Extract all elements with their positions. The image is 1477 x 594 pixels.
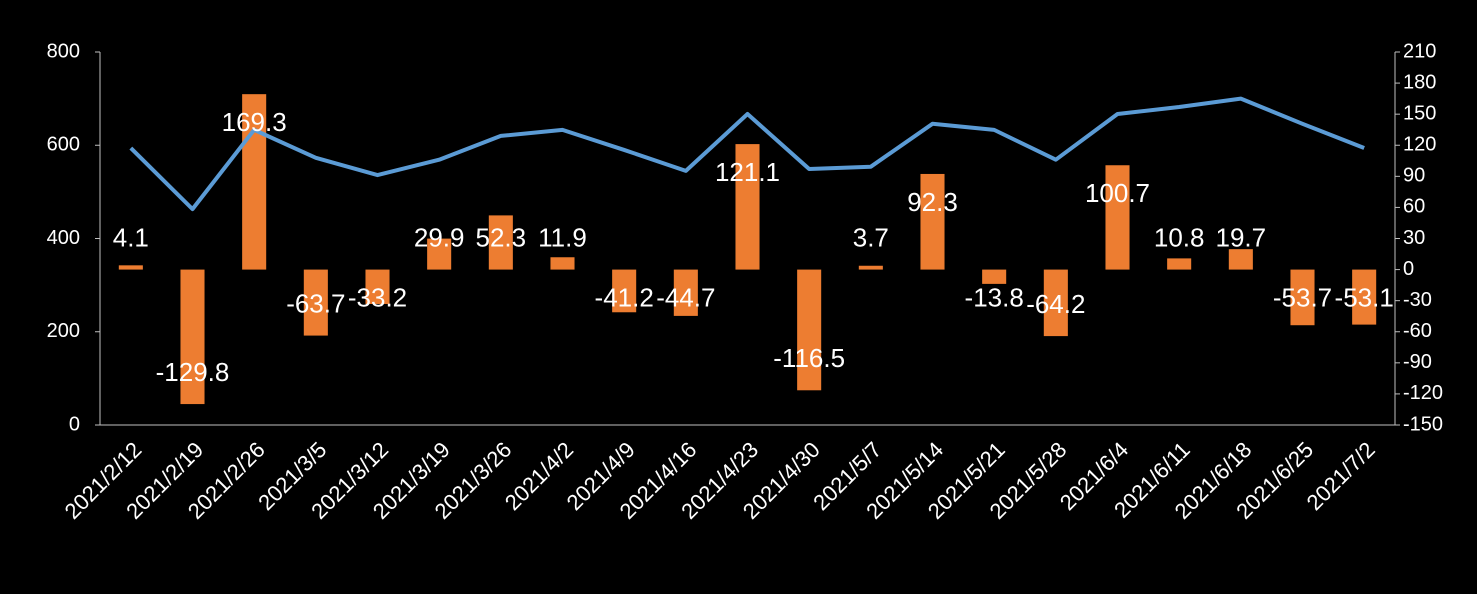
- data-label: 52.3: [476, 222, 527, 252]
- bar: [735, 144, 760, 270]
- data-label: 92.3: [907, 187, 958, 217]
- bar: [1043, 269, 1068, 337]
- data-label: 11.9: [538, 222, 587, 252]
- bar: [612, 269, 637, 313]
- bar: [797, 269, 822, 391]
- bar: [1228, 249, 1253, 270]
- y2-tick-label: -30: [1403, 289, 1432, 311]
- data-label: 121.1: [715, 157, 780, 187]
- bar: [118, 265, 143, 270]
- data-label: 4.1: [113, 222, 149, 252]
- y2-tick-label: -90: [1403, 351, 1432, 373]
- data-label: 19.7: [1216, 222, 1267, 252]
- bar: [1167, 258, 1192, 270]
- bar: [1105, 165, 1130, 270]
- y2-tick-label: -120: [1403, 382, 1443, 404]
- bar: [858, 265, 883, 270]
- bar: [920, 173, 945, 270]
- y2-tick-label: 180: [1403, 71, 1436, 93]
- data-label: -44.7: [656, 282, 715, 312]
- line: [129, 96, 1365, 212]
- data-label: -129.8: [156, 357, 230, 387]
- data-label: -63.7: [286, 288, 345, 318]
- y2-tick-label: 0: [1403, 258, 1414, 280]
- x-tick-label: 2021/7/2: [1302, 437, 1380, 515]
- y2-tick-label: 150: [1403, 102, 1436, 124]
- y-tick-label: 800: [47, 40, 80, 62]
- y2-tick-label: -60: [1403, 320, 1432, 342]
- data-label: -53.1: [1335, 282, 1394, 312]
- data-label: 3.7: [853, 222, 889, 252]
- data-label: -33.2: [348, 282, 407, 312]
- bar: [427, 238, 452, 270]
- data-label: 169.3: [222, 107, 287, 137]
- data-label: 10.8: [1154, 222, 1205, 252]
- data-label: -64.2: [1026, 289, 1085, 319]
- bar: [673, 269, 698, 316]
- bar: [1290, 269, 1315, 326]
- bar: [365, 269, 390, 304]
- y-tick-label: 400: [47, 227, 80, 249]
- y2-tick-label: 60: [1403, 196, 1425, 218]
- y2-tick-label: -150: [1403, 413, 1443, 435]
- y-tick-label: 0: [69, 413, 80, 435]
- bar: [550, 257, 575, 270]
- bar: [488, 215, 513, 270]
- bar: [303, 269, 328, 336]
- bar: [982, 269, 1007, 284]
- data-label: -13.8: [965, 282, 1024, 312]
- data-label: -116.5: [773, 343, 845, 373]
- y2-tick-label: 90: [1403, 165, 1425, 187]
- y2-tick-label: 210: [1403, 40, 1436, 62]
- data-label: 29.9: [414, 222, 465, 252]
- bar: [242, 94, 267, 270]
- y-tick-label: 600: [47, 134, 80, 156]
- data-label: -53.7: [1273, 282, 1332, 312]
- data-label: 100.7: [1085, 178, 1150, 208]
- y2-tick-label: 30: [1403, 227, 1425, 249]
- bar: [1352, 269, 1377, 325]
- data-label: -41.2: [595, 282, 654, 312]
- y-tick-label: 200: [47, 320, 80, 342]
- bar: [180, 269, 205, 405]
- y2-tick-label: 120: [1403, 134, 1436, 156]
